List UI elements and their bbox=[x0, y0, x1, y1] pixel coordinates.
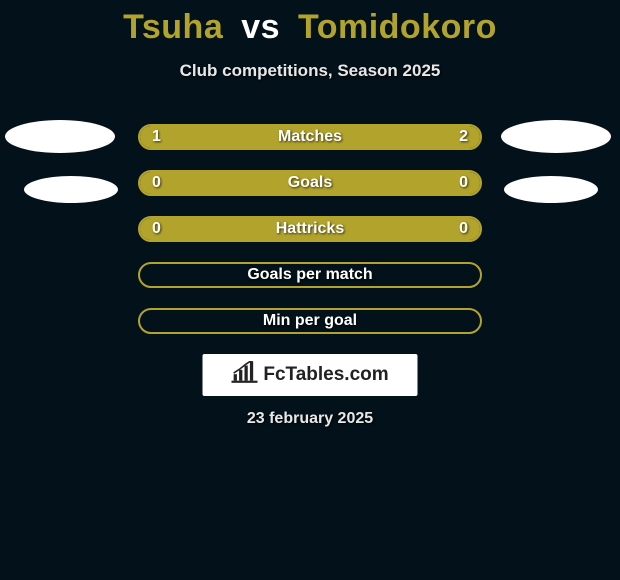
stat-label: Goals per match bbox=[140, 266, 480, 284]
stat-row: Min per goal bbox=[138, 308, 482, 334]
source-badge-text: FcTables.com bbox=[263, 364, 388, 386]
stat-row: 12Matches bbox=[138, 124, 482, 150]
player1-avatar-small bbox=[24, 176, 118, 203]
player1-name: Tsuha bbox=[123, 8, 223, 46]
player2-name: Tomidokoro bbox=[298, 8, 497, 46]
stat-value-left: 0 bbox=[152, 174, 161, 192]
stat-fill-left bbox=[140, 218, 310, 240]
stat-fill-right bbox=[310, 172, 480, 194]
source-badge: FcTables.com bbox=[203, 354, 418, 396]
player2-avatar-small bbox=[504, 176, 598, 203]
date-label: 23 february 2025 bbox=[0, 410, 620, 428]
subtitle: Club competitions, Season 2025 bbox=[0, 61, 620, 81]
stat-fill-right bbox=[310, 218, 480, 240]
vs-separator: vs bbox=[241, 8, 280, 46]
bar-chart-icon bbox=[231, 361, 257, 389]
stat-row: 00Goals bbox=[138, 170, 482, 196]
player1-avatar-large bbox=[5, 120, 115, 153]
stat-label: Min per goal bbox=[140, 312, 480, 330]
stat-value-right: 0 bbox=[459, 174, 468, 192]
page-title: Tsuha vs Tomidokoro bbox=[0, 0, 620, 47]
stat-row: 00Hattricks bbox=[138, 216, 482, 242]
stat-fill-right bbox=[252, 126, 480, 148]
stat-value-right: 2 bbox=[459, 128, 468, 146]
stat-fill-left bbox=[140, 172, 310, 194]
player2-avatar-large bbox=[501, 120, 611, 153]
stat-value-left: 0 bbox=[152, 220, 161, 238]
stat-value-left: 1 bbox=[152, 128, 161, 146]
stat-value-right: 0 bbox=[459, 220, 468, 238]
stat-rows: 12Matches00Goals00HattricksGoals per mat… bbox=[138, 124, 482, 354]
stat-row: Goals per match bbox=[138, 262, 482, 288]
